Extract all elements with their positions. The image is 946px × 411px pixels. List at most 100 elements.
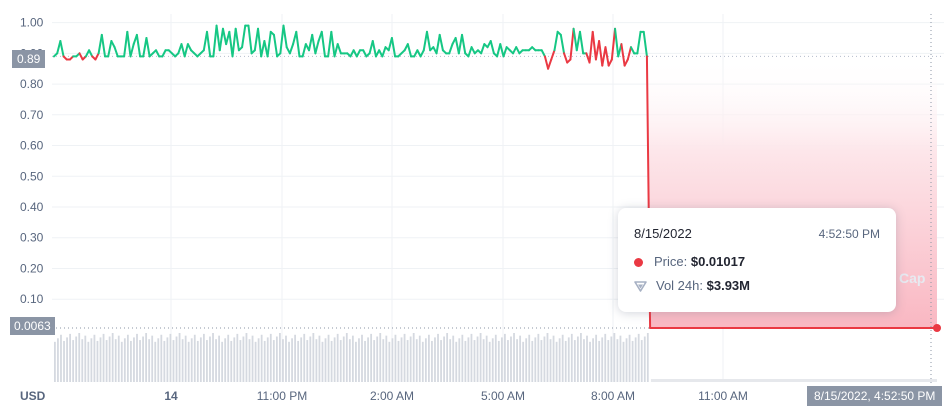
y-tick-label: 0.80 [20, 77, 44, 91]
current-price-marker [933, 324, 941, 332]
price-line-segment [260, 40, 266, 58]
price-line-segment [257, 27, 263, 58]
price-line-segment [547, 58, 553, 70]
volume-bar [327, 334, 330, 382]
price-line-segment [604, 46, 610, 67]
volume-bar [193, 334, 196, 382]
price-line-segment [212, 24, 218, 58]
volume-bar [589, 341, 591, 382]
price-line-segment [279, 24, 285, 55]
price-line-segment [448, 43, 454, 55]
volume-bar [172, 340, 175, 382]
price-line-segment [591, 30, 597, 61]
volume-bar [391, 338, 394, 382]
volume-bar [549, 339, 552, 382]
volume-bar [108, 336, 111, 382]
volume-bar [336, 333, 339, 382]
volume-bar [443, 336, 445, 382]
price-line-segment [155, 49, 161, 58]
price-line-segment [419, 49, 425, 58]
volume-bar [202, 333, 205, 382]
price-line-segment [135, 33, 142, 58]
volume-bar [415, 339, 418, 382]
price-line-segment [355, 49, 362, 58]
price-line-segment [126, 30, 132, 58]
volume-bar [248, 339, 251, 382]
tooltip-time: 4:52:50 PM [818, 227, 880, 241]
volume-bar [491, 338, 494, 382]
price-line-segment [563, 52, 569, 64]
volume-bar [504, 333, 506, 382]
price-line-segment [381, 46, 387, 58]
volume-bar [187, 341, 190, 382]
volume-bar [531, 340, 534, 382]
volume-bar [534, 337, 537, 382]
volume-bar [199, 337, 202, 382]
reference-price-tag: 0.89 [12, 50, 46, 68]
volume-bar [142, 336, 144, 382]
volume-bar [646, 333, 649, 382]
volume-bar [431, 340, 433, 382]
tooltip-price-label: Price: [654, 254, 688, 269]
volume-bar [215, 339, 217, 382]
currency-label: USD [20, 389, 46, 403]
price-line-segment [78, 52, 84, 61]
volume-bar [318, 335, 321, 382]
volume-bar [163, 340, 166, 382]
volume-bar [540, 340, 543, 382]
volume-bar [622, 341, 625, 382]
volume-icon [634, 280, 647, 295]
volume-bar [154, 341, 157, 382]
volume-bar [586, 335, 588, 382]
volume-bar [576, 336, 579, 382]
volume-bar [358, 338, 360, 382]
volume-bar [616, 339, 619, 382]
volume-bar [403, 333, 406, 382]
volume-bar [507, 340, 509, 382]
volume-bar [120, 341, 123, 382]
volume-bar [63, 340, 65, 382]
volume-bar [206, 340, 208, 382]
volume-bar [99, 337, 102, 382]
volume-bar [348, 339, 351, 382]
volume-bar [573, 340, 576, 382]
volume-bar [434, 337, 436, 382]
volume-bar [57, 338, 59, 382]
price-line-segment [320, 30, 326, 58]
tooltip-price-row: Price: $0.01017 [634, 254, 745, 269]
volume-bar [269, 333, 272, 382]
volume-bar [330, 340, 333, 382]
price-line-segment [247, 24, 253, 55]
volume-bar [245, 333, 248, 382]
volume-bar [239, 340, 242, 382]
volume-bar [160, 334, 163, 382]
volume-bar [449, 339, 452, 382]
price-line-segment [461, 33, 467, 55]
volume-bar [400, 337, 403, 382]
volume-bar [424, 338, 427, 382]
volume-bar [227, 334, 230, 382]
crosshair-time-tag: 8/15/2022, 4:52:50 PM [807, 386, 943, 406]
volume-bar [351, 335, 354, 382]
volume-bar [87, 341, 90, 382]
price-line-segment [390, 36, 397, 58]
volume-bar [102, 333, 105, 382]
volume-bar [345, 333, 348, 382]
volume-bar [181, 339, 184, 382]
price-line-segment [362, 49, 368, 58]
volume-bar [133, 337, 135, 382]
volume-bar [342, 336, 345, 382]
volume-bar [263, 340, 266, 382]
volume-bar [631, 340, 634, 382]
price-line-segment [470, 46, 476, 55]
volume-bar [552, 335, 555, 382]
volume-bar [242, 336, 245, 382]
y-tick-label: 0.60 [20, 139, 44, 153]
price-line-segment [301, 43, 307, 58]
tooltip-volume-label: Vol 24h: [656, 278, 703, 293]
price-line-segment [142, 36, 148, 58]
volume-bar [625, 338, 628, 382]
price-line-segment [186, 43, 193, 52]
volume-bar [275, 336, 278, 382]
